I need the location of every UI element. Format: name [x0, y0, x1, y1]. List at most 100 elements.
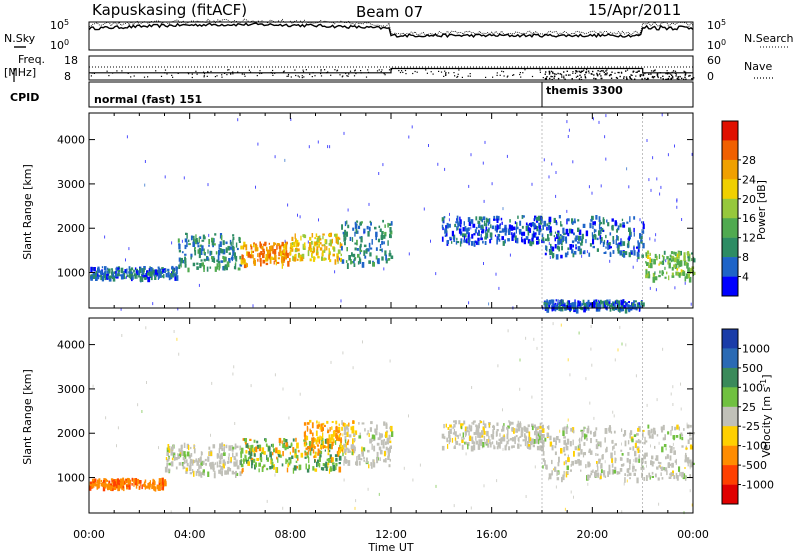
scatter-cell: [246, 459, 249, 464]
scatter-cell: [305, 463, 307, 470]
scatter-cell: [597, 307, 601, 312]
nave-point: [652, 70, 655, 72]
scatter-cell: [184, 457, 186, 461]
scatter-cell: [183, 454, 187, 459]
scatter-cell: [636, 477, 639, 484]
nave-point: [191, 76, 193, 79]
scatter-cell: [629, 229, 632, 236]
scatter-cell: [474, 229, 477, 234]
scatter-cell: [156, 269, 160, 273]
scatter-cell: [619, 307, 621, 313]
nave-point: [580, 76, 582, 78]
scatter-cell: [650, 428, 653, 434]
scatter-cell: [305, 442, 308, 446]
scatter-cell: [678, 251, 681, 256]
scatter-cell: [680, 432, 683, 435]
scatter-cell: [321, 467, 325, 471]
scatter-cell: [644, 452, 646, 458]
scatter-cell: [574, 218, 576, 223]
scatter-cell: [307, 250, 310, 257]
scatter-cell: [110, 486, 113, 491]
scatter-cell: [389, 359, 391, 363]
scatter-cell: [144, 479, 147, 483]
scatter-cell: [177, 455, 180, 459]
scatter-cell: [331, 444, 333, 450]
scatter-cell: [356, 239, 358, 246]
scatter-cell: [258, 462, 261, 467]
scatter-cell: [191, 459, 194, 466]
scatter-cell: [328, 434, 331, 439]
scatter-cell: [600, 221, 602, 225]
scatter-cell: [280, 256, 283, 262]
nave-point: [549, 77, 551, 80]
scatter-cell: [610, 452, 613, 459]
scatter-cell: [228, 453, 230, 457]
scatter-cell: [184, 238, 188, 243]
scatter-cell: [626, 468, 629, 473]
scatter-cell: [649, 476, 651, 480]
scatter-cell: [612, 410, 614, 414]
scatter-cell: [669, 445, 671, 448]
scatter-cell: [568, 128, 570, 132]
scatter-cell: [561, 476, 563, 483]
scatter-cell: [475, 216, 478, 221]
scatter-cell: [331, 468, 333, 472]
scatter-cell: [690, 267, 693, 272]
scatter-cell: [308, 244, 312, 249]
scatter-cell: [673, 475, 676, 480]
scatter-cell: [119, 485, 122, 489]
scatter-cell: [546, 299, 548, 303]
scatter-cell: [525, 222, 528, 226]
scatter-cell: [633, 300, 635, 303]
scatter-cell: [319, 247, 323, 251]
nave-point: [606, 74, 608, 76]
scatter-cell: [222, 463, 225, 469]
nave-point: [550, 70, 553, 73]
nave-point: [583, 69, 585, 71]
scatter-cell: [605, 157, 607, 161]
scatter-cell: [603, 302, 606, 306]
scatter-cell: [212, 467, 215, 470]
nave-point: [593, 77, 595, 80]
scatter-cell: [615, 239, 617, 245]
scatter-cell: [289, 458, 292, 461]
scatter-cell: [294, 448, 297, 454]
scatter-cell: [680, 269, 683, 273]
scatter-cell: [684, 276, 687, 282]
scatter-cell: [443, 220, 445, 224]
scatter-cell: [275, 447, 278, 454]
nave-point: [614, 72, 616, 74]
scatter-cell: [213, 243, 216, 246]
scatter-cell: [120, 478, 122, 482]
nave-point: [678, 78, 680, 80]
x-tick-label: 08:00: [274, 528, 306, 541]
scatter-cell: [602, 217, 605, 220]
scatter-cell: [344, 221, 347, 227]
scatter-cell: [649, 252, 651, 256]
scatter-cell: [664, 434, 666, 441]
scatter-cell: [266, 249, 270, 255]
scatter-cell: [671, 275, 675, 278]
scatter-cell: [670, 472, 673, 477]
scatter-cell: [113, 485, 117, 490]
scatter-cell: [365, 457, 368, 464]
nave-point: [552, 71, 554, 73]
scatter-cell: [643, 441, 646, 445]
scatter-cell: [190, 256, 192, 260]
scatter-cell: [562, 235, 565, 241]
scatter-cell: [515, 435, 518, 438]
scatter-cell: [212, 256, 215, 259]
scatter-cell: [231, 255, 233, 262]
colorbar-tick-label: -25: [742, 420, 760, 433]
scatter-cell: [353, 259, 355, 264]
scatter-cell: [411, 125, 413, 129]
scatter-cell: [477, 425, 479, 429]
scatter-cell: [277, 449, 280, 454]
scatter-cell: [593, 228, 596, 234]
scatter-cell: [621, 442, 622, 446]
scatter-cell: [519, 436, 522, 438]
scatter-cell: [637, 249, 640, 253]
scatter-cell: [613, 445, 615, 450]
